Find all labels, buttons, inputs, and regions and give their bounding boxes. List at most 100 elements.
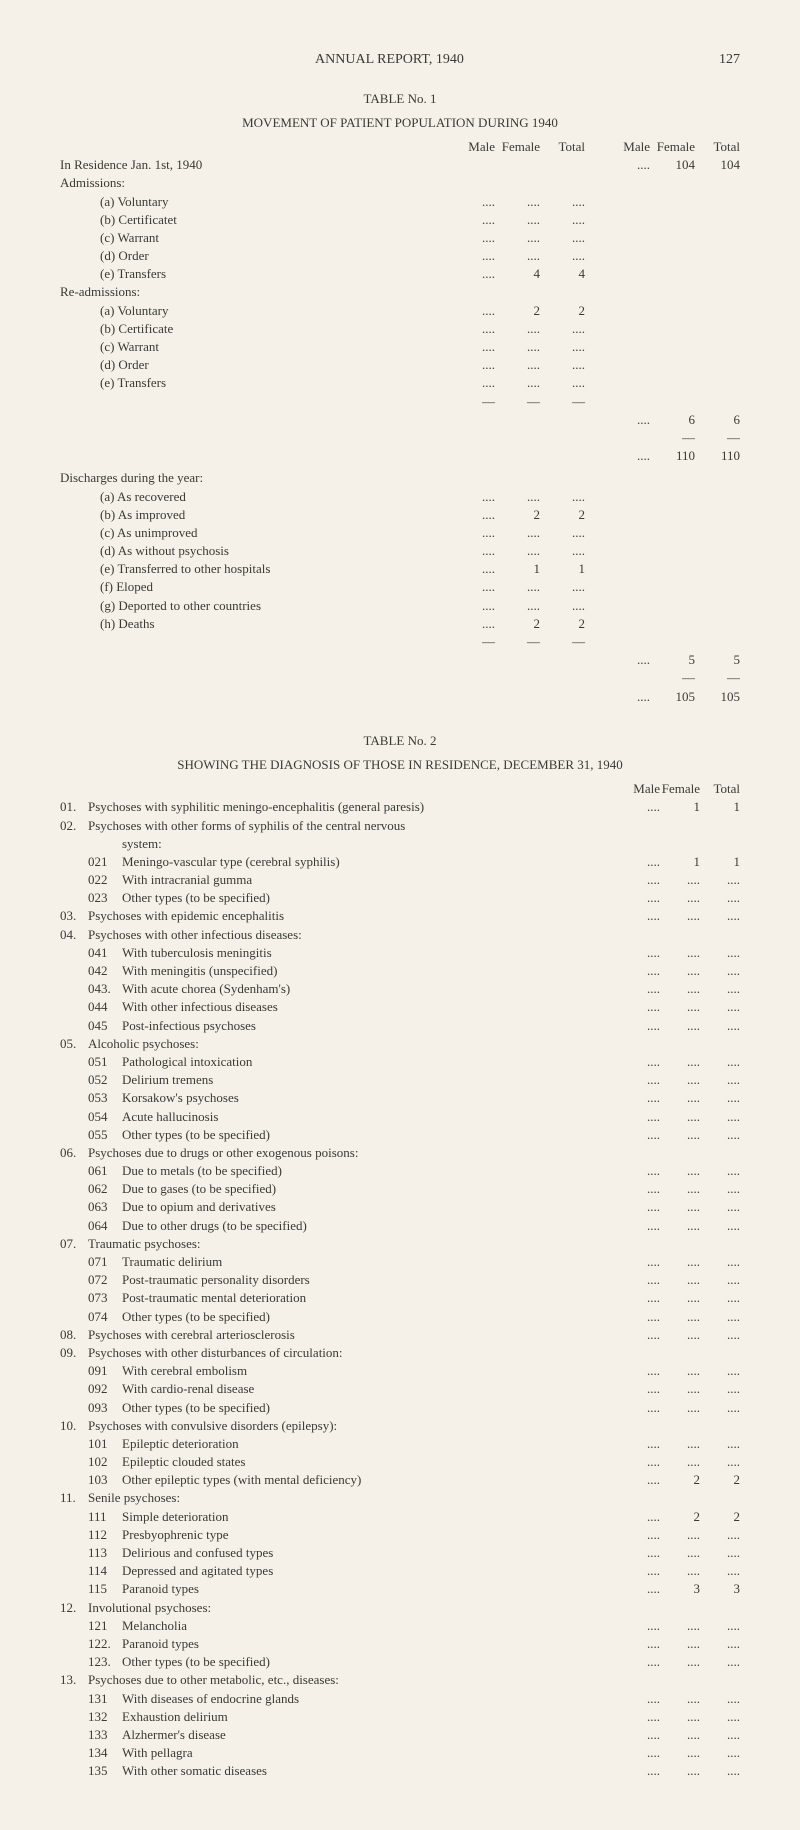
row-label: (b) Certificatet (60, 211, 450, 229)
cell: .... (620, 1198, 660, 1216)
cell (620, 1671, 660, 1689)
col-female-r: Female (650, 138, 695, 156)
cell (605, 265, 650, 283)
page-header: ANNUAL REPORT, 1940 127 (60, 50, 740, 70)
row-label: 102Epileptic clouded states (60, 1453, 620, 1471)
cell: .... (540, 542, 585, 560)
cell: .... (660, 1162, 700, 1180)
cell: .... (620, 1708, 660, 1726)
cell (660, 1417, 700, 1435)
cell (605, 320, 650, 338)
cell (450, 688, 495, 706)
table-row: Admissions: (60, 174, 740, 192)
cell: .... (660, 1326, 700, 1344)
cell: .... (620, 1108, 660, 1126)
cell (495, 447, 540, 465)
row-label: 06.Psychoses due to drugs or other exoge… (60, 1144, 620, 1162)
table2-headers: Male Female Total (60, 780, 740, 798)
cell: .... (450, 247, 495, 265)
row-label: (b) Certificate (60, 320, 450, 338)
cell: .... (620, 1435, 660, 1453)
row-label: 054Acute hallucinosis (60, 1108, 620, 1126)
table-row: (c) Warrant............ (60, 338, 740, 356)
table-row: 11.Senile psychoses: (60, 1489, 740, 1507)
row-label: 071Traumatic delirium (60, 1253, 620, 1271)
cell: .... (660, 871, 700, 889)
cell (605, 302, 650, 320)
table-row: 114Depressed and agitated types.........… (60, 1562, 740, 1580)
table-row: ....105105 (60, 688, 740, 706)
table-row: 102Epileptic clouded states............ (60, 1453, 740, 1471)
table-row: 112Presbyophrenic type............ (60, 1526, 740, 1544)
cell (495, 411, 540, 429)
row-label: 135With other somatic diseases (60, 1762, 620, 1780)
cell: .... (620, 998, 660, 1016)
cell: .... (605, 447, 650, 465)
cell (605, 193, 650, 211)
cell: .... (700, 1289, 740, 1307)
cell (700, 1417, 740, 1435)
cell: .... (700, 1017, 740, 1035)
table-row: 093Other types (to be specified)........… (60, 1399, 740, 1417)
row-label: (b) As improved (60, 506, 450, 524)
cell (650, 283, 695, 301)
cell: .... (700, 1690, 740, 1708)
cell: 105 (650, 688, 695, 706)
cell: .... (450, 374, 495, 392)
row-label: 072Post-traumatic personality disorders (60, 1271, 620, 1289)
cell: .... (620, 1653, 660, 1671)
cell: .... (495, 597, 540, 615)
cell (660, 1671, 700, 1689)
cell: .... (450, 578, 495, 596)
table-row: 02.Psychoses with other forms of syphili… (60, 817, 740, 835)
row-label: Discharges during the year: (60, 469, 450, 487)
table-row: (b) Certificatet............ (60, 211, 740, 229)
table-row: (c) Warrant............ (60, 229, 740, 247)
table-row: 064Due to other drugs (to be specified).… (60, 1217, 740, 1235)
table-row: system: (60, 835, 740, 853)
col-total: Total (700, 780, 740, 798)
row-label: 08.Psychoses with cerebral arteriosclero… (60, 1326, 620, 1344)
row-label: 13.Psychoses due to other metabolic, etc… (60, 1671, 620, 1689)
table1-label: TABLE No. 1 (60, 90, 740, 108)
cell: .... (495, 229, 540, 247)
cell: .... (495, 193, 540, 211)
cell: .... (495, 524, 540, 542)
cell: .... (660, 1635, 700, 1653)
cell: 2 (495, 506, 540, 524)
cell (620, 1235, 660, 1253)
cell: .... (700, 1071, 740, 1089)
cell (695, 524, 740, 542)
cell: .... (660, 1308, 700, 1326)
cell: .... (450, 506, 495, 524)
table-row: 101Epileptic deterioration............ (60, 1435, 740, 1453)
cell (695, 506, 740, 524)
table1-body: In Residence Jan. 1st, 1940....104104Adm… (60, 156, 740, 706)
row-label: Admissions: (60, 174, 450, 192)
row-label: (d) As without psychosis (60, 542, 450, 560)
col-female: Female (660, 780, 700, 798)
cell (620, 926, 660, 944)
cell: 2 (700, 1471, 740, 1489)
cell: .... (495, 247, 540, 265)
row-label: (d) Order (60, 247, 450, 265)
table-row: 04.Psychoses with other infectious disea… (60, 926, 740, 944)
cell (695, 174, 740, 192)
table-row: (a) Voluntary............ (60, 193, 740, 211)
row-label: 03.Psychoses with epidemic encephalitis (60, 907, 620, 925)
cell (620, 1417, 660, 1435)
cell: .... (620, 1617, 660, 1635)
cell (660, 1599, 700, 1617)
cell: .... (620, 1471, 660, 1489)
cell: .... (660, 1617, 700, 1635)
cell: .... (700, 1198, 740, 1216)
table-row: 022With intracranial gumma............ (60, 871, 740, 889)
row-label (60, 651, 450, 669)
cell (700, 1144, 740, 1162)
cell: 110 (695, 447, 740, 465)
cell: 104 (695, 156, 740, 174)
row-label: 04.Psychoses with other infectious disea… (60, 926, 620, 944)
cell (495, 156, 540, 174)
cell (695, 320, 740, 338)
cell (700, 1344, 740, 1362)
